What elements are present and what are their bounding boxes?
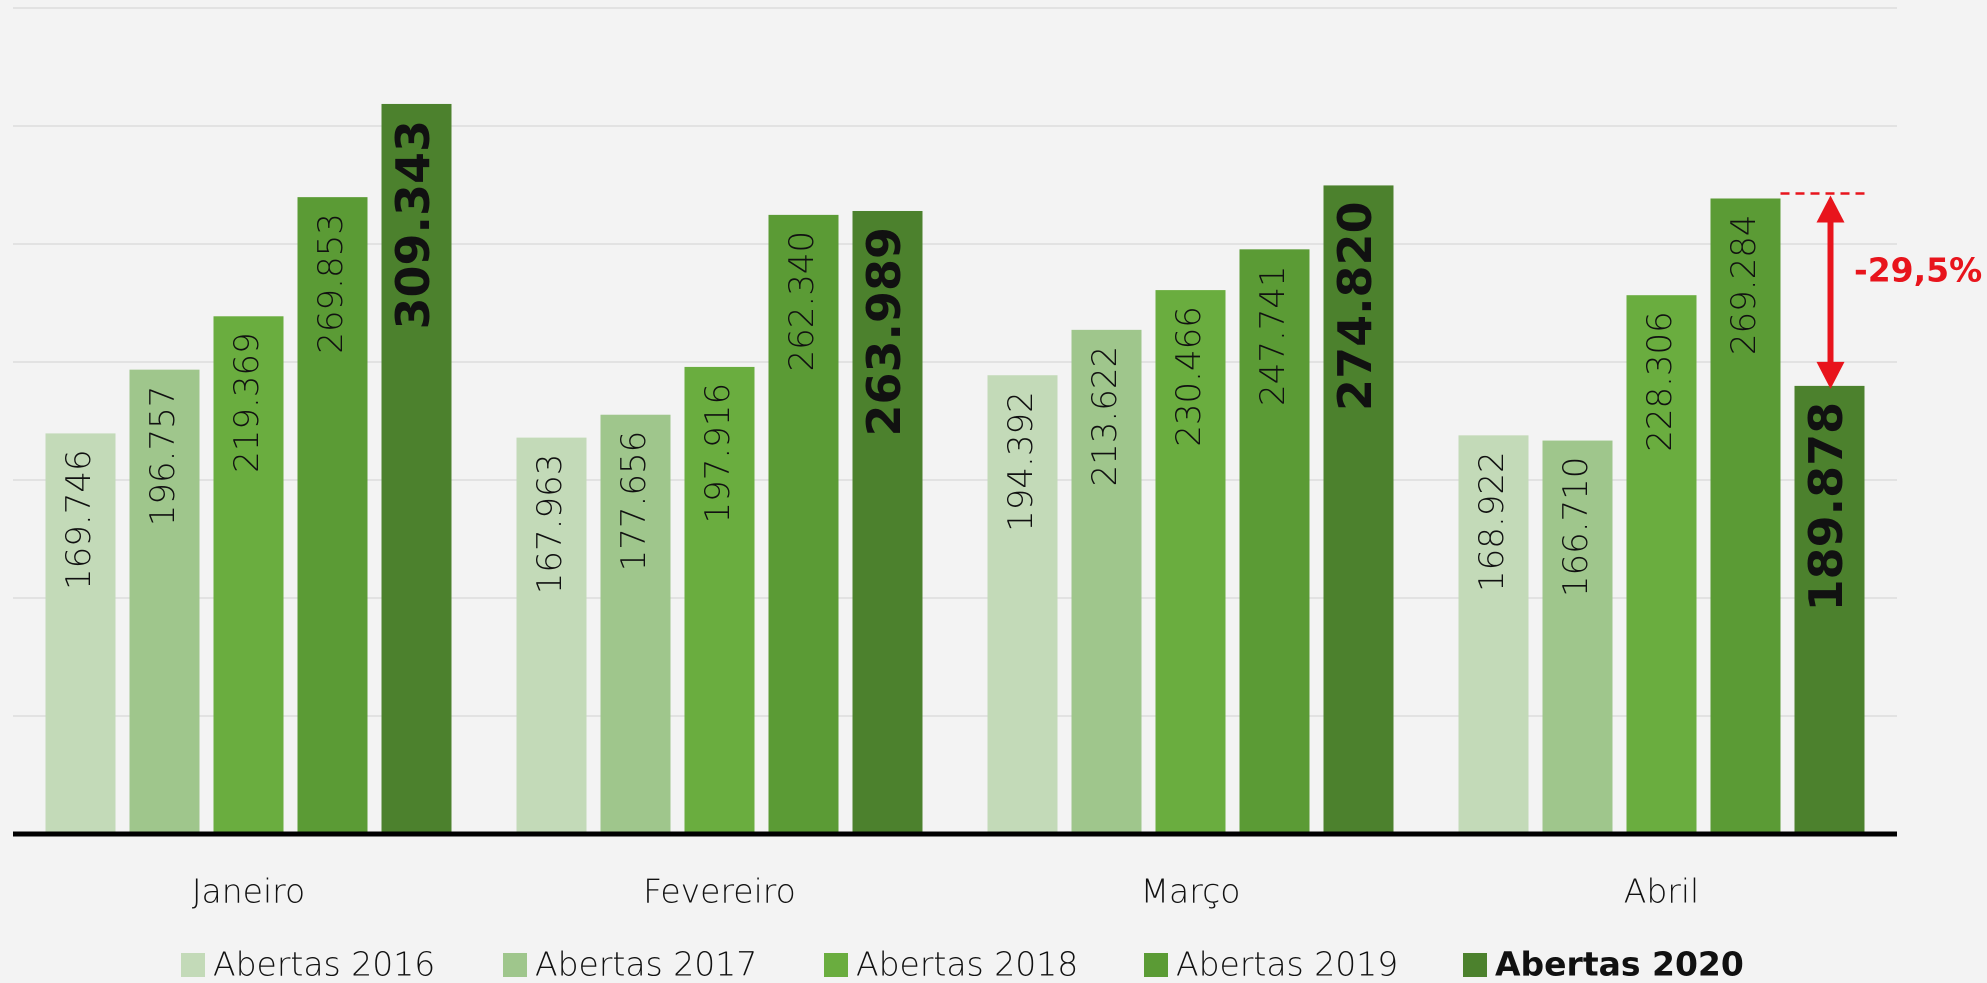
bar xyxy=(1710,198,1781,835)
legend-swatch xyxy=(503,953,527,977)
legend-swatch xyxy=(824,953,848,977)
value-label: 169.746 xyxy=(59,449,99,590)
annotation: -29,5% xyxy=(1854,251,1982,290)
value-label: 166.710 xyxy=(1556,457,1596,598)
legend-swatch xyxy=(181,953,205,977)
x-tick-label: Fevereiro xyxy=(643,872,796,911)
bar xyxy=(129,369,200,834)
value-label: 189.878 xyxy=(1799,402,1853,612)
arrow-head xyxy=(1816,195,1845,223)
value-label: 219.369 xyxy=(227,332,267,473)
bar xyxy=(1626,295,1697,834)
bar xyxy=(684,366,755,834)
value-label: 230.466 xyxy=(1169,306,1209,447)
legend-label: Abertas 2016 xyxy=(213,945,435,983)
x-tick-label: Março xyxy=(1141,872,1241,911)
bar xyxy=(45,433,116,834)
value-label: 309.343 xyxy=(386,120,440,330)
bar xyxy=(600,414,671,834)
bar xyxy=(516,437,587,834)
bar xyxy=(213,316,284,834)
x-tick-label: Janeiro xyxy=(192,872,305,911)
legend-label: Abertas 2017 xyxy=(535,945,757,983)
x-tick-label: Abril xyxy=(1624,872,1699,911)
value-label: 196.757 xyxy=(143,386,183,527)
value-label: 274.820 xyxy=(1328,201,1382,411)
bar xyxy=(768,214,839,835)
value-label: 269.284 xyxy=(1724,214,1764,355)
value-label: 177.656 xyxy=(614,431,654,572)
legend-label: Abertas 2018 xyxy=(856,945,1078,983)
arrow-head xyxy=(1816,361,1845,389)
bar xyxy=(297,197,368,835)
bar xyxy=(1542,440,1613,834)
legend-swatch xyxy=(1144,953,1168,977)
value-label: 167.963 xyxy=(530,454,570,595)
bar xyxy=(1239,249,1310,834)
value-label: 269.853 xyxy=(311,213,351,354)
bar xyxy=(381,103,452,835)
value-label: 168.922 xyxy=(1472,451,1512,592)
legend-swatch xyxy=(1463,953,1487,977)
value-label: 262.340 xyxy=(782,231,822,372)
bar xyxy=(1323,185,1394,834)
bar xyxy=(1155,290,1226,835)
value-label: 228.306 xyxy=(1640,311,1680,452)
value-label: 247.741 xyxy=(1253,265,1293,406)
value-label: 197.916 xyxy=(698,383,738,524)
value-label: 263.989 xyxy=(857,227,911,437)
legend-label: Abertas 2019 xyxy=(1176,945,1398,983)
bar xyxy=(1458,435,1529,834)
value-label: 194.392 xyxy=(1001,391,1041,532)
bar xyxy=(1794,385,1865,834)
value-label: 213.622 xyxy=(1085,346,1125,487)
bar xyxy=(1071,329,1142,834)
legend-label: Abertas 2020 xyxy=(1495,945,1744,983)
bar xyxy=(852,210,923,834)
bar xyxy=(987,375,1058,834)
